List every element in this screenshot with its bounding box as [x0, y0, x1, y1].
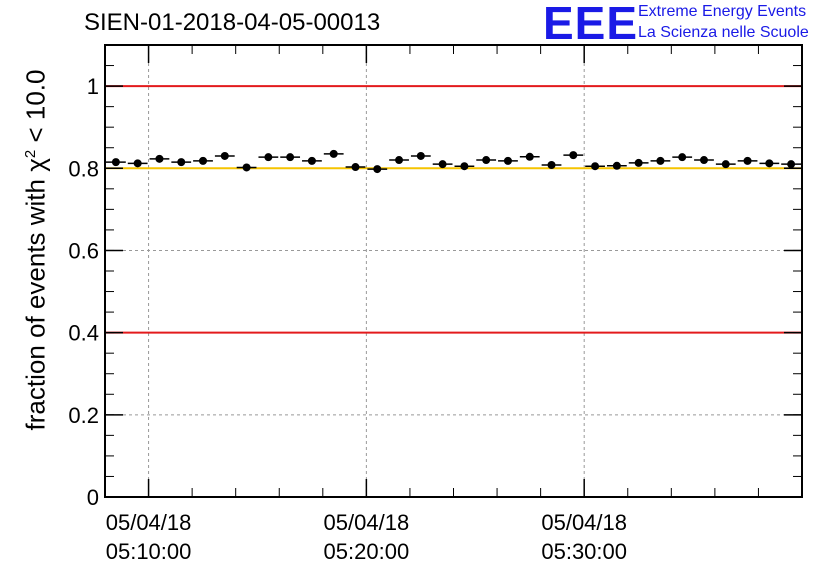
x-tick-date: 05/04/18	[105, 510, 192, 535]
eee-logo: EEE	[543, 0, 639, 49]
data-point	[743, 156, 752, 165]
run-title: SIEN-01-2018-04-05-00013	[84, 9, 381, 36]
x-tick-label: 05/04/18 05:30:00	[514, 508, 654, 566]
reference-lines	[105, 85, 802, 334]
data-point	[199, 156, 208, 165]
data-point	[503, 156, 512, 165]
data-point	[155, 154, 164, 163]
data-point	[591, 162, 600, 171]
data-point	[242, 163, 251, 172]
data-point	[547, 160, 556, 169]
data-point	[351, 163, 360, 172]
data-point	[765, 159, 774, 168]
data-point	[416, 151, 425, 160]
data-point	[220, 151, 229, 160]
data-point	[111, 158, 120, 167]
data-point	[177, 158, 186, 167]
data-point	[525, 152, 534, 161]
y-tick-label: 0.4	[68, 321, 99, 346]
x-tick-time: 05:10:00	[105, 539, 192, 564]
data-point	[787, 160, 796, 169]
logo-caption-line2: La Scienza nelle Scuole	[638, 24, 809, 41]
data-point	[133, 159, 142, 168]
plot-frame	[104, 44, 803, 498]
data-point	[286, 153, 295, 162]
data-point	[373, 165, 382, 174]
data-point	[307, 156, 316, 165]
x-tick-label: 05/04/18 05:10:00	[79, 508, 219, 566]
x-tick-date: 05/04/18	[323, 510, 410, 535]
x-tick-date: 05/04/18	[541, 510, 627, 535]
y-tick-label: 0.2	[68, 403, 99, 428]
x-tick-time: 05:30:00	[541, 539, 627, 564]
y-tick-label: 0	[87, 485, 99, 510]
data-point	[395, 156, 404, 165]
data-point	[656, 156, 665, 165]
data-point	[634, 158, 643, 167]
grid	[105, 45, 802, 497]
data-point	[721, 160, 730, 169]
data-point	[264, 153, 273, 162]
data-point	[569, 151, 578, 160]
data-series	[106, 149, 801, 174]
axis-ticks: 0 0.2 0.4 0.6 0.8 1	[68, 44, 803, 510]
logo-caption-line1: Extreme Energy Events	[638, 3, 807, 20]
data-point	[438, 160, 447, 169]
y-tick-label: 1	[87, 74, 99, 99]
data-point	[460, 162, 469, 171]
data-point	[678, 153, 687, 162]
data-point	[612, 161, 621, 170]
data-point	[699, 156, 708, 165]
y-tick-label: 0.6	[68, 238, 99, 263]
x-tick-label: 05/04/18 05:20:00	[296, 508, 436, 566]
y-tick-label: 0.8	[68, 156, 99, 181]
data-point	[482, 156, 491, 165]
data-point	[329, 149, 338, 158]
x-tick-time: 05:20:00	[323, 539, 410, 564]
